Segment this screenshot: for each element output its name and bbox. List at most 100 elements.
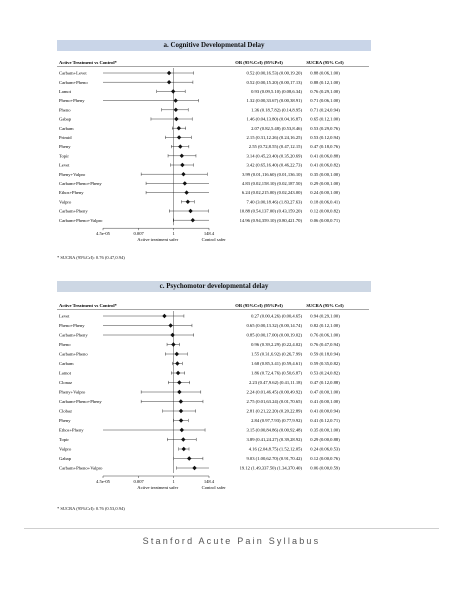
panel-a-row-label: Valpro: [59, 199, 72, 204]
panel-a-x-tick-label: 148.4: [204, 231, 215, 236]
panel-a-x-tick-label: 1: [173, 231, 176, 236]
panel-c-row-label: Carbam: [59, 361, 74, 366]
panel-a-point-estimate: [173, 107, 179, 112]
panel-c-x-tick-label: 1: [173, 479, 176, 484]
panel-a-sucra-text: 0.88 (0.06,1.00): [310, 71, 340, 77]
panel-a-row-label: Lamot: [59, 89, 72, 94]
panel-c-point-estimate: [181, 446, 186, 452]
panel-a-axis-label-left: Active treatment safer: [137, 237, 178, 242]
panel-c-point-estimate: [175, 361, 180, 366]
panel-c-row-label: Carbam+Pheno+Valpro: [59, 466, 103, 471]
panel-a-or-text: 3.42 (0.65,16.40) (0.46,22.73): [246, 163, 302, 169]
panel-a-row-label: Levet: [59, 163, 70, 168]
panel-c-sucra-text: 0.12 (0.00,0.76): [310, 456, 340, 462]
panel-c-footnote: * SUCRA (95%CrI): 0.76 (0.53,0.94): [57, 506, 125, 511]
panel-a-row-label: Pheny+Valpro: [59, 172, 86, 177]
panel-c-or-text: 9.03 (1.00,62.70) (0.91,70.42): [246, 456, 302, 462]
panel-c-row-label: Clonaz: [59, 380, 72, 385]
panel-a-or-text: 1.46 (0.04,13.80) (0.04,16.87): [246, 117, 302, 123]
panel-c-axis-label-left: Active treatment safer: [137, 485, 178, 490]
panel-c-sucra-text: 0.24 (0.06,0.53): [310, 447, 340, 453]
panel-a-point-estimate: [170, 89, 176, 94]
panel-c-row-label: Clobaz: [59, 409, 72, 414]
footer-divider: [24, 528, 439, 529]
panel-c-sucra-text: 0.47 (0.00,1.00): [310, 390, 340, 396]
panel-c-or-text: 2.75 (0.01,63.24) (0.01,70.65): [246, 399, 302, 405]
panel-c-row-label: Pheno+Pheny: [59, 323, 85, 328]
panel-a-sucra-text: 0.88 (0.12,1.00): [310, 80, 340, 86]
forest-plot-a: Active Treatment vs Control* OR (95%CrI) …: [57, 60, 369, 242]
panel-a-row-label: Pheny: [59, 144, 71, 149]
panel-c-point-estimate: [177, 389, 182, 395]
panel-c-or-text: 0.85 (0.00,17.00) (0.00,19.02): [246, 333, 302, 339]
panel-c-row-label: Gabap: [59, 456, 72, 461]
panel-a-point-estimate: [176, 126, 182, 131]
panel-c-point-estimate: [178, 418, 184, 423]
panel-c-sucra-text: 0.35 (0.00,1.00): [310, 428, 340, 434]
panel-a-header-or: OR (95%CrI) (95%PrI): [235, 60, 283, 65]
panel-a-sucra-text: 0.71 (0.24,0.94): [310, 107, 340, 113]
footer-text: Stanford Acute Pain Syllabus: [142, 536, 321, 546]
panel-a-point-estimate: [182, 181, 188, 186]
panel-a-sucra-text: 0.06 (0.00,0.71): [310, 218, 340, 224]
panel-a-or-text: 0.52 (0.00,15.20) (0.00,17.13): [246, 80, 302, 86]
panel-c-or-text: 2.23 (0.47,9.62) (0.41,11.18): [249, 380, 303, 386]
panel-a-sucra-text: 0.41 (0.06,0.88): [310, 153, 340, 159]
panel-c-or-text: 3.15 (0.00,84.86) (0.00,92.48): [246, 428, 302, 434]
panel-a-point-estimate: [178, 144, 183, 149]
panel-a-or-text: 7.40 (3.00,18.46) (1.83,27.63): [246, 199, 302, 205]
panel-a-point-estimate: [188, 208, 193, 214]
panel-a-or-text: 4.83 (0.02,158.10) (0.02,187.50): [242, 181, 303, 187]
panel-c-title: c. Psychomotor developmental delay: [57, 281, 371, 292]
panel-a-point-estimate: [176, 135, 182, 140]
panel-a-sucra-text: 0.12 (0.00,0.82): [310, 209, 340, 215]
panel-a-row-label: Pheno+Pheny: [59, 98, 85, 103]
panel-c-or-text: 1.55 (0.31,6.92) (0.26,7.99): [251, 352, 302, 358]
panel-a-sucra-text: 0.18 (0.06,0.41): [310, 199, 340, 205]
panel-a-point-estimate: [166, 70, 172, 76]
panel-a-sucra-text: 0.24 (0.00,1.00): [310, 190, 340, 196]
forest-plot-panel-a: a. Cognitive Developmental Delay Active …: [57, 40, 371, 272]
panel-a-row-label: Carbam+Levet: [59, 71, 87, 76]
panel-c-row-label: Lamot: [59, 371, 72, 376]
panel-c-x-tick-label: 148.4: [204, 479, 215, 484]
panel-c-or-text: 1.86 (0.72,4.76) (0.50,6.87): [251, 371, 302, 377]
panel-a-point-estimate: [179, 153, 184, 158]
panel-a-row-label: Carbam+Pheno+Valpro: [59, 218, 103, 223]
panel-c-or-text: 19.12 (1.49,337.50) (1.34,370.40): [240, 466, 303, 472]
panel-c-or-text: 3.89 (0.41,24.27) (0.39,28.92): [246, 437, 302, 443]
panel-a-or-text: 3.99 (0.01,116.60) (0.01,136.10): [242, 172, 302, 178]
panel-c-row-label: Carbam+Pheno: [59, 352, 88, 357]
panel-a-row-label: Carbam: [59, 126, 74, 131]
panel-c-sucra-text: 0.41 (0.12,0.71): [310, 418, 340, 424]
panel-a-x-tick-label: 0.007: [133, 231, 144, 236]
panel-a-or-text: 1.32 (0.00,33.67) (0.00,38.91): [246, 98, 302, 104]
panel-c-point-estimate: [177, 380, 182, 385]
panel-a-row-label: Carbam+Pheno+Pheny: [59, 181, 102, 186]
panel-a-sucra-text: 0.41 (0.06,0.82): [310, 163, 340, 169]
panel-c-header-treatment: Active Treatment vs Control*: [59, 303, 118, 308]
panel-c-or-text: 2.24 (0.01,46.45) (0.00,49.92): [246, 390, 302, 396]
panel-a-or-text: 10.88 (0.54,137.00) (0.43,159.20): [240, 209, 303, 215]
panel-a-or-text: 2.55 (0.72,8.55) (0.47,12.15): [249, 144, 303, 150]
panel-c-point-estimate: [171, 342, 176, 347]
panel-c-row-label: Carbam+Pheny: [59, 333, 88, 338]
panel-a-sucra-text: 0.35 (0.00,1.00): [310, 172, 340, 178]
panel-a-title: a. Cognitive Developmental Delay: [57, 40, 371, 51]
panel-c-point-estimate: [187, 456, 192, 461]
panel-c-header-or: OR (95%CrI) (95%PrI): [235, 303, 283, 308]
panel-a-sucra-text: 0.76 (0.29,1.00): [310, 89, 340, 95]
panel-c-row-label: Carbam+Pheno+Pheny: [59, 399, 102, 404]
panel-a-or-text: 1.36 (0.18,7.82) (0.14,8.95): [251, 107, 302, 113]
panel-c-point-estimate: [178, 399, 184, 404]
panel-c-row-label: Ethos+Pheny: [59, 428, 84, 433]
panel-a-point-estimate: [166, 80, 172, 85]
panel-c-sucra-text: 0.53 (0.24,0.82): [310, 371, 340, 377]
panel-c-point-estimate: [178, 408, 184, 414]
panel-a-or-text: 14.96 (0.94,359.10) (0.80,421.70): [240, 218, 303, 224]
panel-a-sucra-text: 0.47 (0.18,0.76): [310, 144, 340, 150]
panel-a-sucra-text: 0.53 (0.29,0.76): [310, 126, 340, 132]
panel-a-footnote: * SUCRA (95%CrI): 0.76 (0.47,0.94): [57, 255, 125, 260]
forest-plot-panel-c: c. Psychomotor developmental delay Activ…: [57, 281, 371, 516]
panel-c-row-label: Pheny+Valpro: [59, 390, 86, 395]
